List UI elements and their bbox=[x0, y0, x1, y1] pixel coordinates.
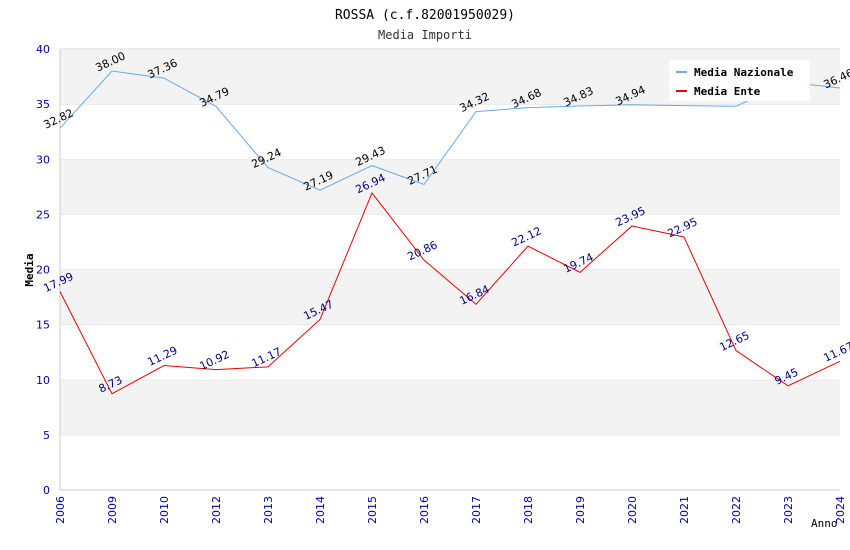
x-tick-label: 2019 bbox=[574, 496, 587, 524]
y-tick-label: 25 bbox=[36, 208, 50, 221]
y-tick-label: 30 bbox=[36, 153, 50, 166]
legend: Media Nazionale Media Ente bbox=[669, 60, 810, 101]
plot-background-bands bbox=[60, 48, 840, 490]
x-tick-label: 2020 bbox=[626, 496, 639, 524]
series-line-media-nazionale bbox=[59, 70, 841, 191]
legend-label: Media Ente bbox=[694, 85, 761, 98]
chart-subtitle: Media Importi bbox=[378, 28, 472, 42]
plot-frame bbox=[59, 49, 840, 491]
y-tick-label: 0 bbox=[43, 484, 50, 497]
x-tick-label: 2023 bbox=[782, 496, 795, 524]
legend-box bbox=[669, 60, 810, 101]
series-lines bbox=[59, 70, 841, 395]
x-axis-label: Anno bbox=[811, 517, 838, 530]
grid-band bbox=[60, 214, 840, 270]
grid-band bbox=[60, 269, 840, 325]
x-tick-label: 2013 bbox=[262, 496, 275, 524]
x-tick-label: 2021 bbox=[678, 496, 691, 524]
x-tick-label: 2010 bbox=[158, 496, 171, 524]
x-tick-label: 2024 bbox=[834, 496, 847, 524]
legend-label: Media Nazionale bbox=[694, 66, 794, 79]
y-tick-label: 20 bbox=[36, 264, 50, 277]
x-tick-label: 2014 bbox=[314, 496, 327, 524]
chart-title: ROSSA (c.f.82001950029) bbox=[335, 8, 515, 23]
y-axis-ticks: 0 5 10 15 20 25 30 35 40 bbox=[36, 43, 50, 497]
grid-band bbox=[60, 104, 840, 160]
series-line-media-ente bbox=[59, 191, 841, 395]
x-tick-label: 2012 bbox=[210, 496, 223, 524]
x-tick-label: 2015 bbox=[366, 496, 379, 524]
y-tick-label: 35 bbox=[36, 98, 50, 111]
y-tick-label: 15 bbox=[36, 319, 50, 332]
x-tick-label: 2018 bbox=[522, 496, 535, 524]
x-axis-ticks: 2006 2009 2010 2012 2013 2014 2015 2016 2017 2018… bbox=[54, 496, 847, 524]
x-tick-label: 2016 bbox=[418, 496, 431, 524]
grid-band bbox=[60, 324, 840, 380]
x-tick-label: 2009 bbox=[106, 496, 119, 524]
grid-band bbox=[60, 379, 840, 435]
grid-band bbox=[60, 434, 840, 490]
y-tick-label: 10 bbox=[36, 374, 50, 387]
y-tick-label: 5 bbox=[43, 429, 50, 442]
y-tick-label: 40 bbox=[36, 43, 50, 56]
x-tick-label: 2022 bbox=[730, 496, 743, 524]
x-tick-label: 2017 bbox=[470, 496, 483, 524]
grid-band bbox=[60, 159, 840, 215]
y-axis-label: Media bbox=[23, 253, 36, 286]
x-tick-label: 2006 bbox=[54, 496, 67, 524]
